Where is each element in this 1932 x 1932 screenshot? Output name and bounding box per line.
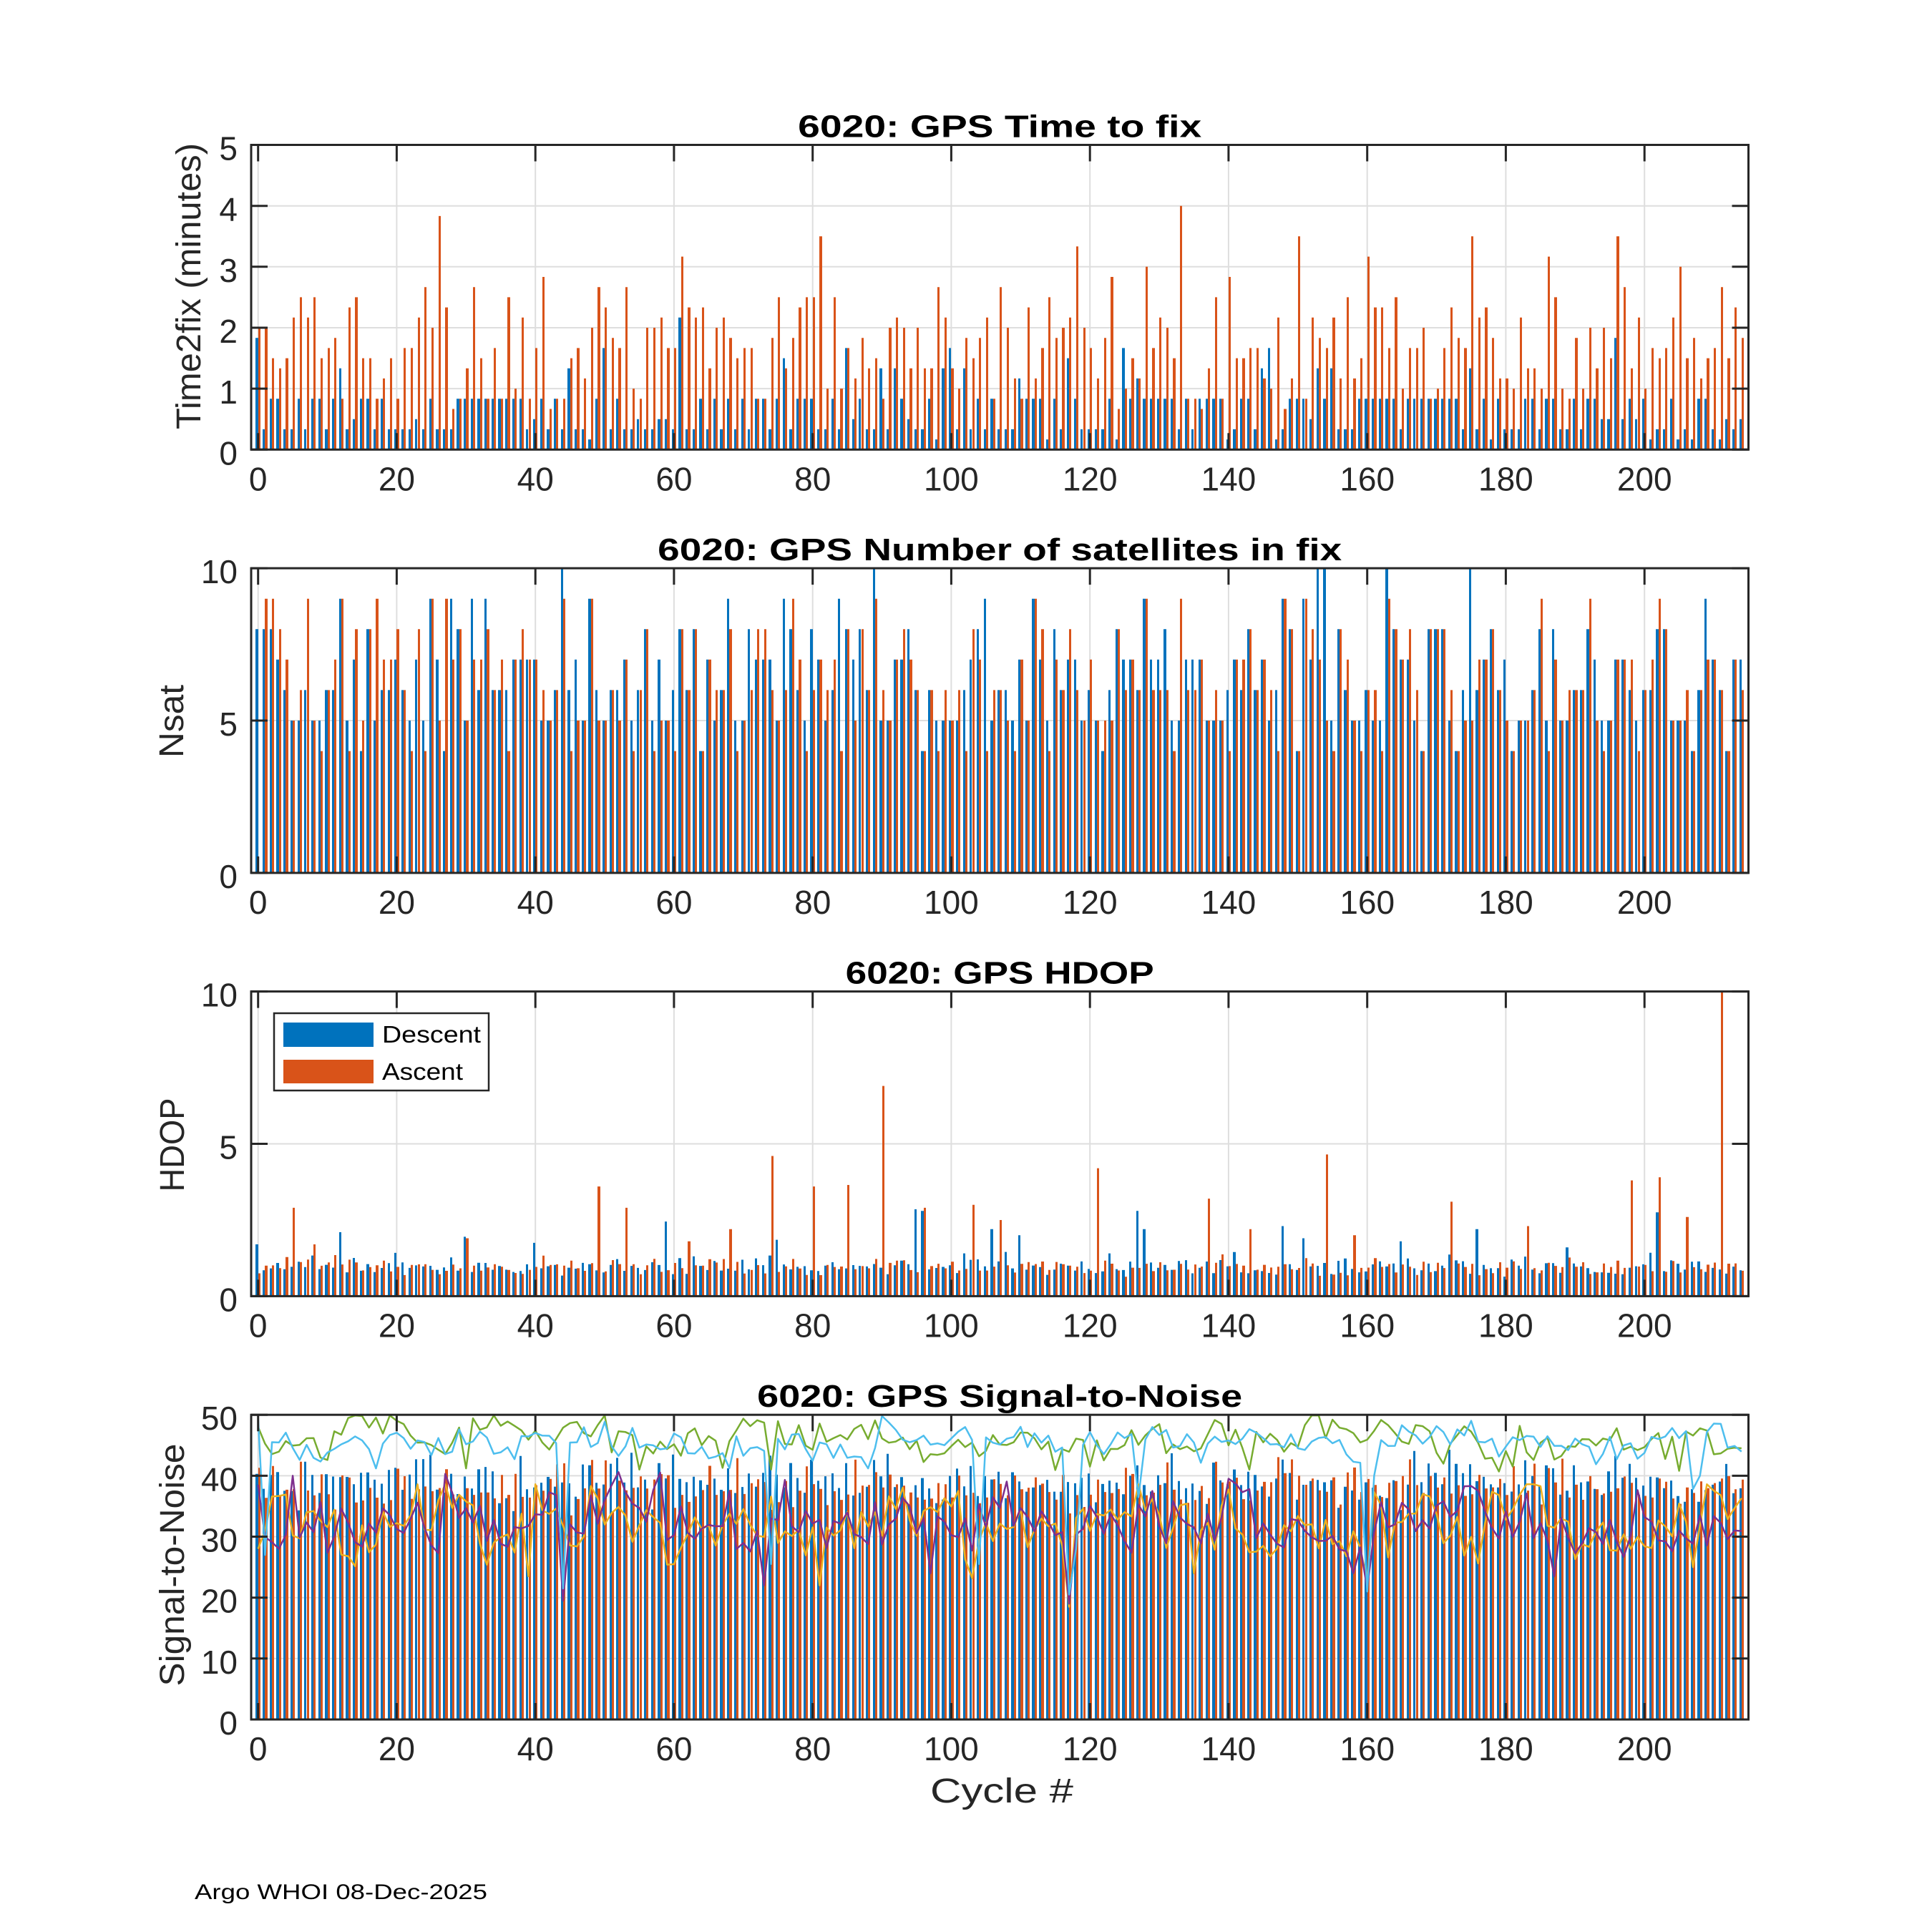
svg-text:0: 0 [249,1307,268,1344]
svg-text:120: 120 [1063,884,1118,921]
svg-text:40: 40 [517,1307,554,1344]
svg-text:3: 3 [219,252,238,289]
svg-text:100: 100 [924,460,979,497]
svg-text:0: 0 [249,884,268,921]
svg-text:Cycle #: Cycle # [930,1772,1073,1810]
svg-text:40: 40 [201,1460,238,1498]
svg-text:6020: GPS Signal-to-Noise: 6020: GPS Signal-to-Noise [757,1379,1242,1414]
svg-text:120: 120 [1063,1307,1118,1344]
svg-text:0: 0 [249,460,268,497]
svg-text:140: 140 [1201,884,1257,921]
svg-text:Nsat: Nsat [153,685,191,758]
svg-text:140: 140 [1201,1730,1257,1767]
svg-text:180: 180 [1478,1730,1533,1767]
svg-text:Argo WHOI 08-Dec-2025: Argo WHOI 08-Dec-2025 [195,1880,487,1904]
svg-text:180: 180 [1478,884,1533,921]
svg-text:10: 10 [201,977,238,1014]
svg-text:1: 1 [219,374,238,411]
svg-text:140: 140 [1201,1307,1257,1344]
svg-text:80: 80 [794,460,831,497]
svg-text:200: 200 [1617,884,1672,921]
svg-text:6020: GPS Number of satellites: 6020: GPS Number of satellites in fix [658,532,1342,567]
svg-text:Time2fix (minutes): Time2fix (minutes) [170,143,208,429]
svg-text:HDOP: HDOP [154,1098,192,1192]
svg-text:180: 180 [1478,460,1533,497]
svg-text:40: 40 [517,460,554,497]
svg-text:4: 4 [219,191,238,228]
svg-text:140: 140 [1201,460,1257,497]
svg-text:20: 20 [379,1307,415,1344]
svg-text:20: 20 [379,460,415,497]
svg-text:10: 10 [201,553,238,590]
svg-text:120: 120 [1063,1730,1118,1767]
svg-text:80: 80 [794,1730,831,1767]
svg-text:160: 160 [1340,460,1395,497]
svg-text:120: 120 [1063,460,1118,497]
svg-text:80: 80 [794,884,831,921]
svg-text:6020: GPS Time to fix: 6020: GPS Time to fix [798,109,1202,145]
svg-text:5: 5 [219,1129,238,1166]
svg-text:0: 0 [219,434,238,472]
svg-text:60: 60 [655,1730,692,1767]
svg-text:20: 20 [379,1730,415,1767]
svg-text:200: 200 [1617,460,1672,497]
svg-text:20: 20 [201,1583,238,1620]
svg-text:Signal-to-Noise: Signal-to-Noise [154,1444,192,1687]
svg-text:40: 40 [517,884,554,921]
svg-text:60: 60 [655,1307,692,1344]
svg-text:100: 100 [924,1730,979,1767]
svg-text:160: 160 [1340,884,1395,921]
svg-text:100: 100 [924,884,979,921]
svg-text:0: 0 [219,1281,238,1318]
svg-text:160: 160 [1340,1730,1395,1767]
svg-text:200: 200 [1617,1307,1672,1344]
svg-text:20: 20 [379,884,415,921]
svg-text:50: 50 [201,1400,238,1437]
svg-text:Ascent: Ascent [382,1058,463,1085]
svg-text:60: 60 [655,884,692,921]
svg-text:5: 5 [219,706,238,743]
svg-text:80: 80 [794,1307,831,1344]
svg-text:40: 40 [517,1730,554,1767]
svg-text:5: 5 [219,130,238,167]
svg-text:6020: GPS HDOP: 6020: GPS HDOP [846,956,1154,991]
svg-text:10: 10 [201,1644,238,1681]
svg-text:0: 0 [219,858,238,895]
svg-text:60: 60 [655,460,692,497]
svg-text:Descent: Descent [382,1021,481,1048]
svg-text:0: 0 [249,1730,268,1767]
svg-text:0: 0 [219,1704,238,1742]
svg-text:180: 180 [1478,1307,1533,1344]
svg-text:100: 100 [924,1307,979,1344]
svg-text:160: 160 [1340,1307,1395,1344]
svg-text:30: 30 [201,1522,238,1559]
svg-text:200: 200 [1617,1730,1672,1767]
svg-text:2: 2 [219,313,238,350]
